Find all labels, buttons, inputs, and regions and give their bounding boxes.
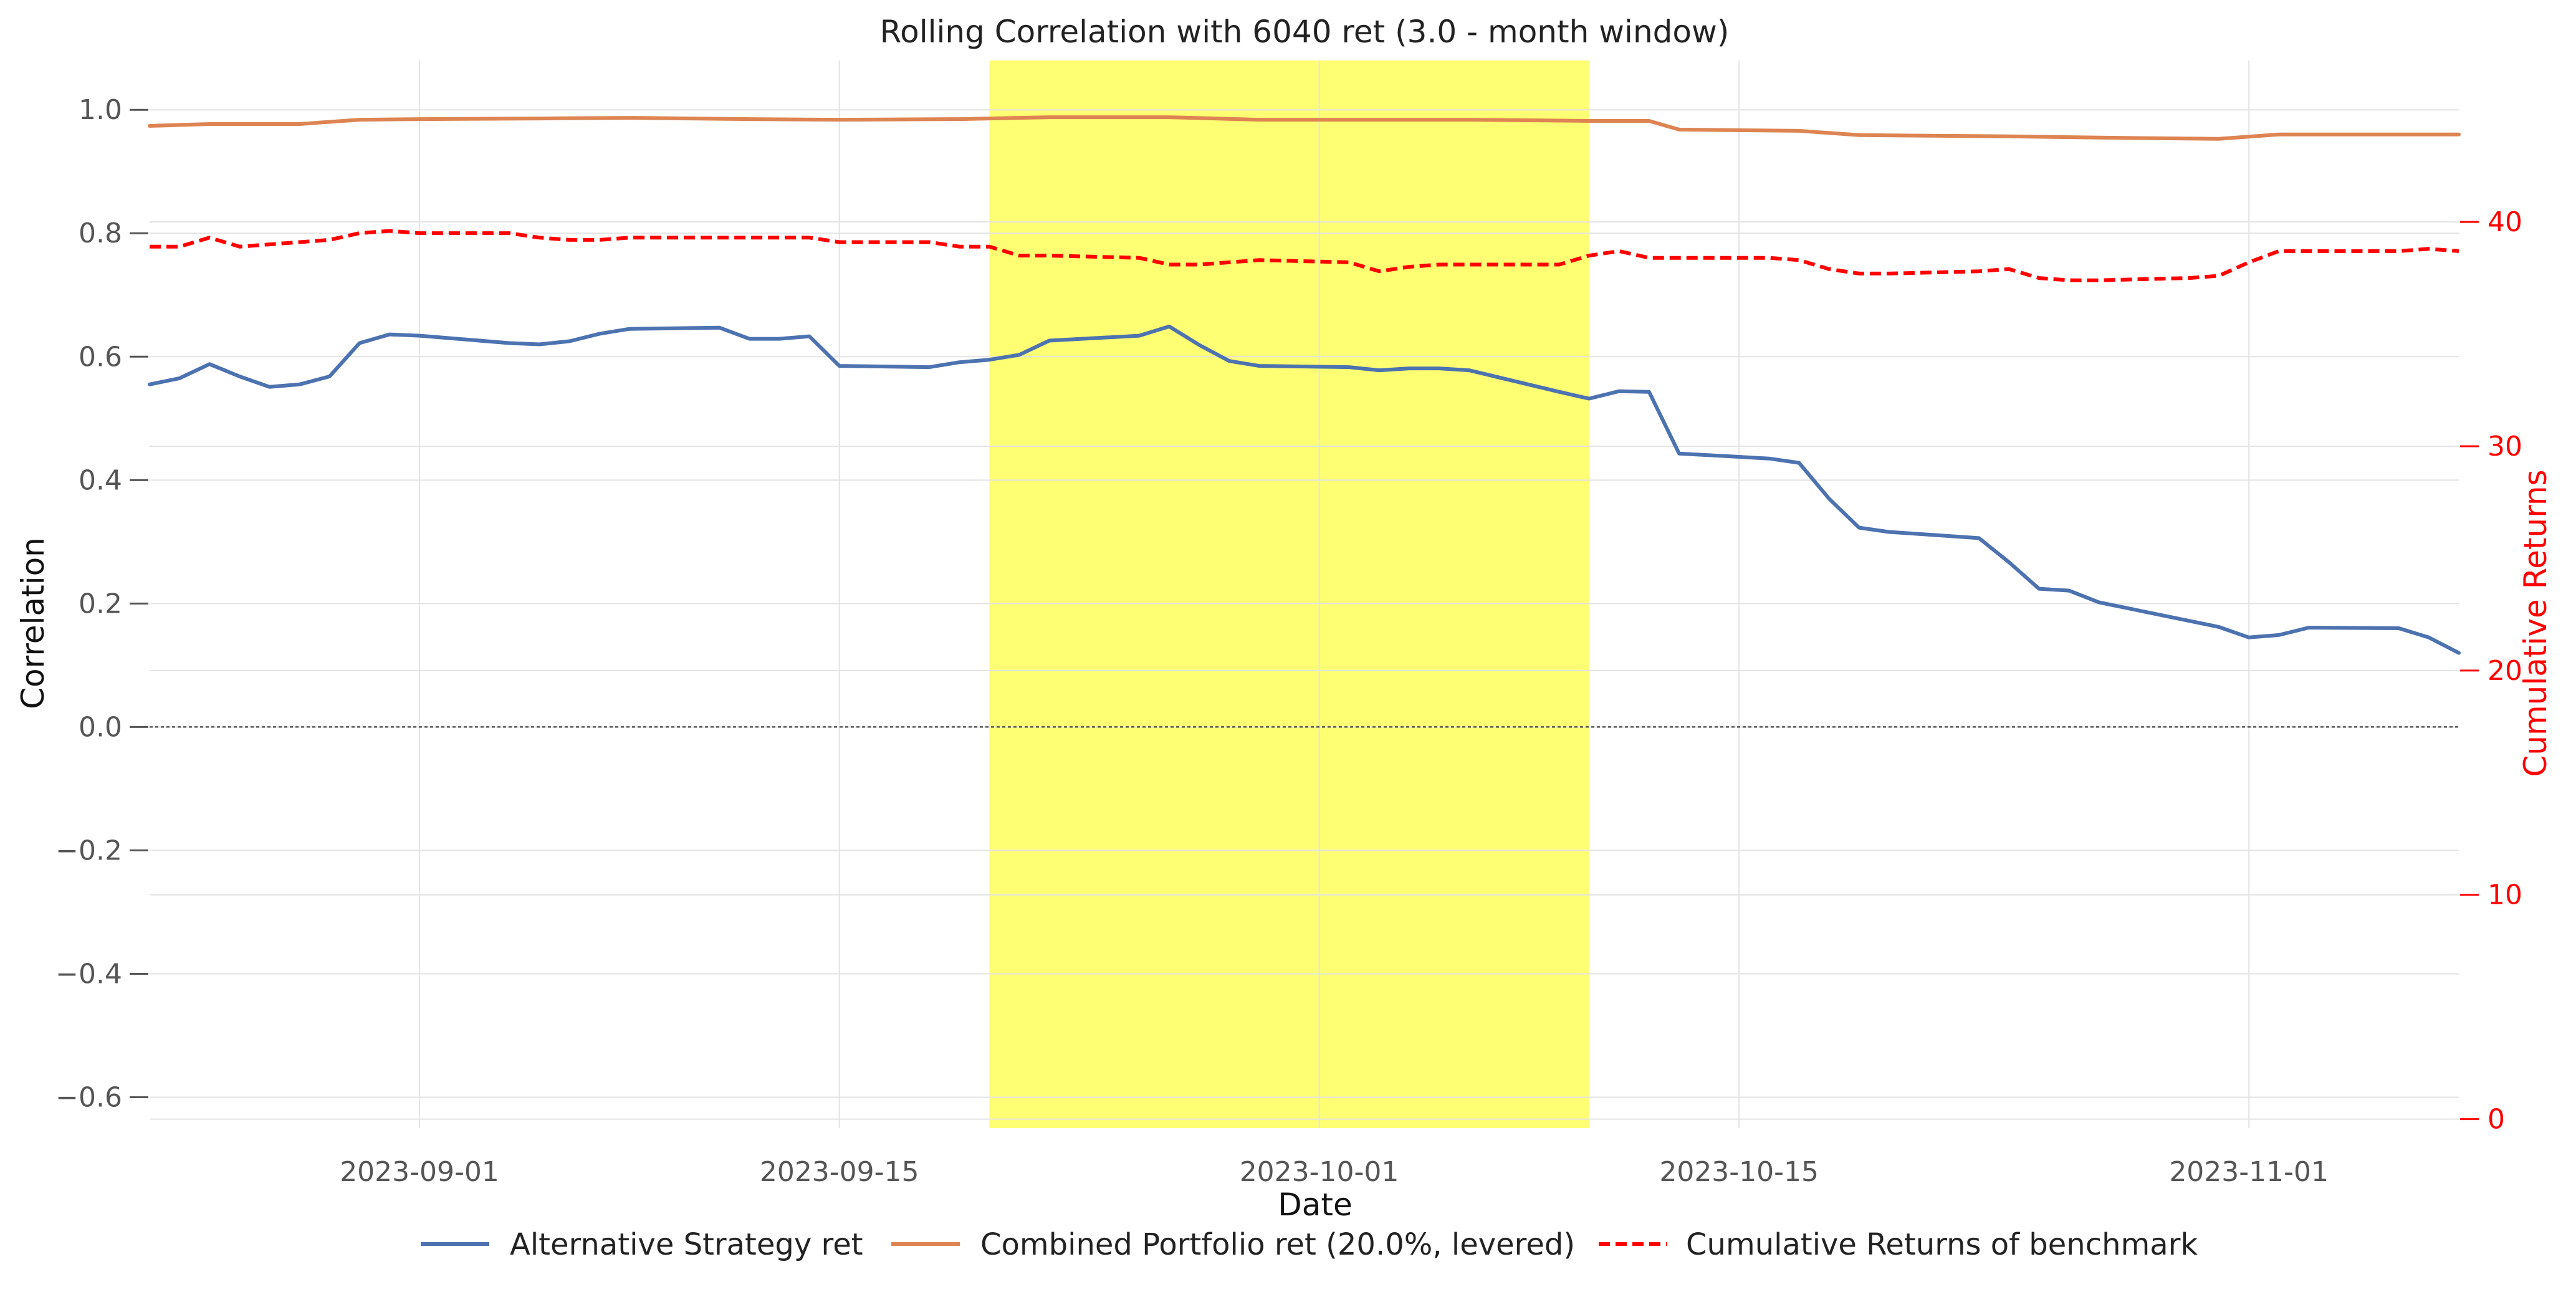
series-line-3: [150, 229, 2459, 282]
highlight-span: [989, 60, 1589, 1128]
y2-tick-label: 10: [2487, 879, 2522, 911]
y-tick-label: −0.2: [55, 835, 122, 866]
y-tick-label: −0.4: [55, 958, 122, 990]
x-tick-label: 2023-10-15: [1659, 1156, 1819, 1188]
y2-axis-title: Cumulative Returns: [2517, 469, 2554, 777]
legend-label-cumulative-returns: Cumulative Returns of benchmark: [1686, 1227, 2198, 1262]
highlight-layer: [989, 60, 1589, 1128]
y-tick-label: −0.6: [55, 1081, 122, 1113]
x-tick-label: 2023-09-01: [340, 1156, 499, 1188]
y-tick-label: 0.2: [79, 588, 122, 620]
series-line-1: [148, 324, 2461, 655]
y-tick-label: 0.0: [79, 711, 122, 743]
legend: Alternative Strategy ret Combined Portfo…: [421, 1227, 2198, 1262]
y-tick-label: 0.8: [79, 218, 122, 249]
y-axis-title: Correlation: [15, 537, 51, 709]
series-line-2: [148, 115, 2461, 141]
x-axis-title: Date: [1278, 1187, 1353, 1223]
x-tick-label: 2023-10-01: [1240, 1156, 1399, 1188]
y2-tick-label: 0: [2487, 1104, 2505, 1136]
legend-label-alternative-strategy: Alternative Strategy ret: [510, 1227, 863, 1262]
y2-tick-label: 30: [2487, 431, 2522, 462]
legend-label-combined-portfolio: Combined Portfolio ret (20.0%, levered): [980, 1227, 1575, 1262]
y2-tick-label: 40: [2487, 206, 2522, 238]
grid-layer: [150, 60, 2459, 1128]
series-layer: [148, 115, 2461, 655]
chart-title: Rolling Correlation with 6040 ret (3.0 -…: [880, 14, 1730, 50]
y-tick-label: 0.6: [79, 341, 122, 373]
y-tick-label: 1.0: [79, 94, 122, 126]
tick-layer: 2023-09-01 2023-09-15 2023-10-01 2023-10-15…: [55, 94, 2522, 1188]
y-tick-label: 0.4: [79, 464, 122, 496]
x-tick-label: 2023-11-01: [2169, 1156, 2329, 1188]
y2-tick-label: 20: [2487, 655, 2522, 687]
x-tick-label: 2023-09-15: [760, 1156, 919, 1188]
